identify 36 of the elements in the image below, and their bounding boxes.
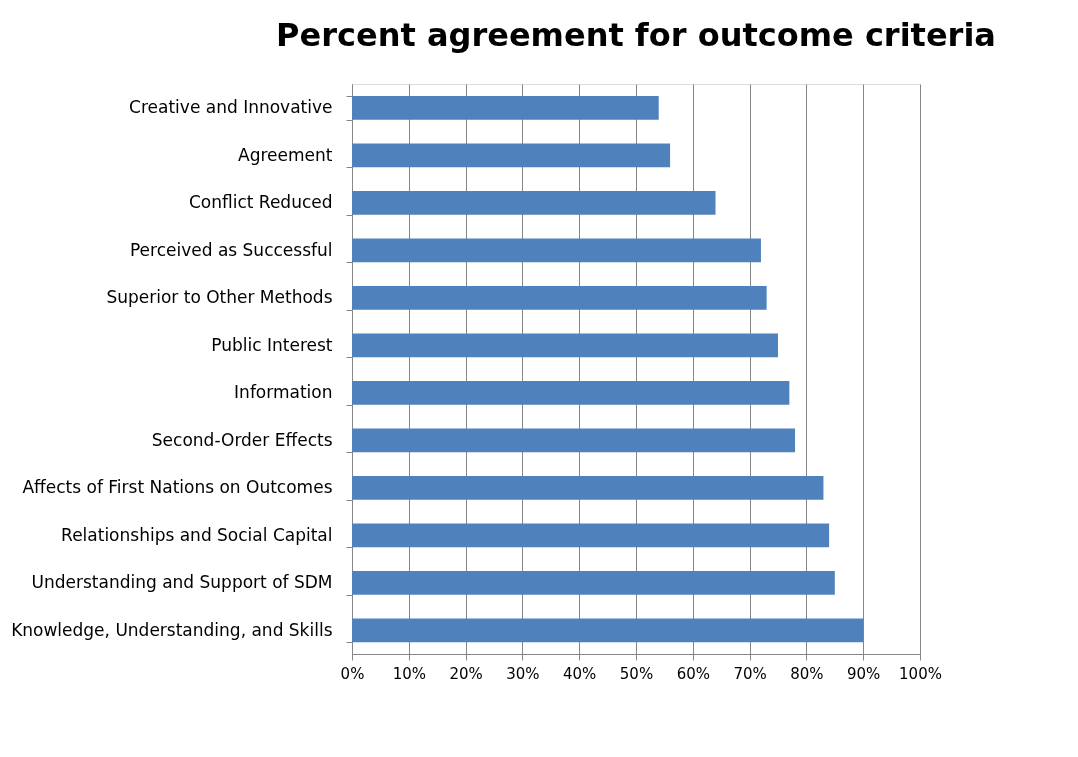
x-tick-label: 30% bbox=[506, 664, 540, 683]
bar bbox=[352, 333, 778, 358]
y-tick-label: Information bbox=[234, 382, 333, 403]
x-tick-label: 40% bbox=[563, 664, 597, 683]
chart-title: Percent agreement for outcome criteria bbox=[276, 16, 996, 54]
bar bbox=[352, 570, 835, 595]
y-tick-label: Agreement bbox=[238, 144, 333, 165]
y-tick-label: Superior to Other Methods bbox=[106, 287, 333, 308]
y-tick-label: Public Interest bbox=[211, 334, 333, 355]
y-tick-label: Understanding and Support of SDM bbox=[31, 572, 333, 593]
bar bbox=[352, 143, 671, 168]
bar bbox=[352, 380, 790, 405]
bar bbox=[352, 428, 796, 453]
bar bbox=[352, 618, 864, 643]
x-tick-label: 10% bbox=[392, 664, 426, 683]
y-tick-label: Creative and Innovative bbox=[129, 97, 333, 118]
bar bbox=[352, 238, 761, 263]
y-tick-label: Perceived as Successful bbox=[129, 239, 333, 260]
bar bbox=[352, 95, 659, 120]
y-tick-label: Relationships and Social Capital bbox=[61, 524, 333, 545]
y-tick-label: Second-Order Effects bbox=[151, 429, 333, 450]
y-tick-label: Conflict Reduced bbox=[188, 192, 333, 213]
x-tick-label: 90% bbox=[847, 664, 881, 683]
x-tick-label: 70% bbox=[733, 664, 767, 683]
y-tick-label: Affects of First Nations on Outcomes bbox=[22, 477, 333, 498]
bar bbox=[352, 475, 824, 500]
x-tick-label: 0% bbox=[340, 664, 365, 683]
x-tick-label: 80% bbox=[790, 664, 824, 683]
x-tick-label: 60% bbox=[676, 664, 710, 683]
bar bbox=[352, 190, 716, 215]
y-tick-label: Knowledge, Understanding, and Skills bbox=[11, 619, 333, 640]
x-tick-label: 50% bbox=[619, 664, 654, 683]
x-tick-label: 20% bbox=[449, 664, 483, 683]
bar bbox=[352, 523, 830, 548]
x-tick-label: 100% bbox=[899, 664, 942, 683]
bar bbox=[352, 285, 767, 310]
